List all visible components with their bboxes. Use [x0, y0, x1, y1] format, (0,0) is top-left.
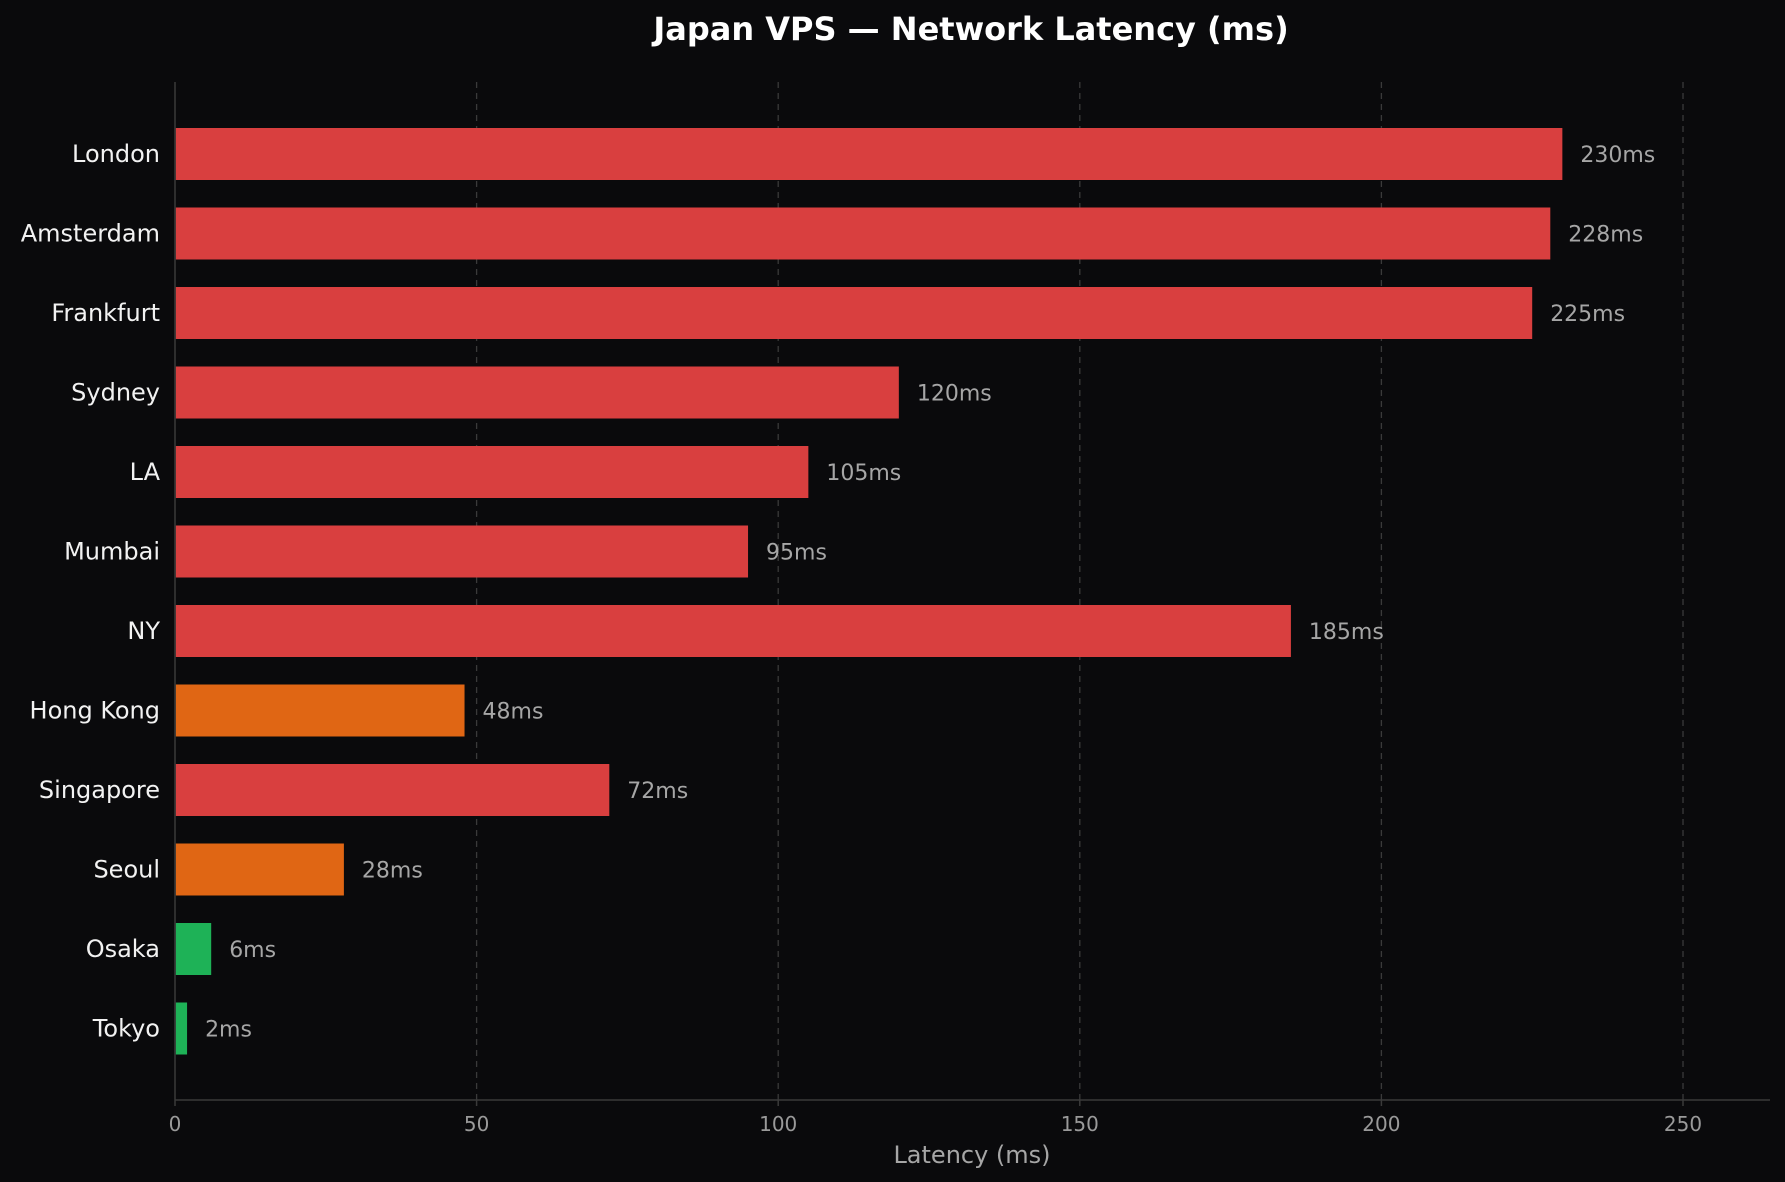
category-label: Amsterdam: [21, 220, 160, 248]
category-label: LA: [130, 458, 161, 486]
x-tick-label: 150: [1061, 1112, 1099, 1136]
category-label: NY: [127, 617, 160, 645]
value-label: 120ms: [917, 382, 992, 407]
value-label: 28ms: [362, 859, 423, 884]
category-label: Sydney: [71, 379, 160, 407]
category-label: Seoul: [93, 856, 160, 884]
value-label: 48ms: [483, 700, 544, 725]
bar-amsterdam: [175, 207, 1551, 260]
chart-title: Japan VPS — Network Latency (ms): [651, 10, 1288, 48]
bar-sydney: [175, 366, 899, 419]
bar-seoul: [175, 843, 344, 896]
value-label: 2ms: [205, 1018, 252, 1043]
value-label: 95ms: [766, 541, 827, 566]
labels-layer: London 230ms Amsterdam 228ms Frankfurt 225ms S…: [21, 140, 1656, 1043]
bar-hong-kong: [175, 684, 465, 737]
bar-singapore: [175, 764, 610, 816]
x-tick-label: 200: [1362, 1112, 1400, 1136]
category-label: Hong Kong: [30, 697, 160, 725]
x-tick-label: 50: [464, 1112, 489, 1136]
bars-layer: [175, 128, 1563, 1055]
x-axis-title: Latency (ms): [893, 1141, 1050, 1169]
axes-layer: 0 50 100 150 200 250: [169, 82, 1770, 1136]
bar-osaka: [175, 923, 212, 975]
value-label: 228ms: [1568, 223, 1643, 248]
x-tick-label: 100: [759, 1112, 797, 1136]
bar-ny: [175, 605, 1291, 657]
value-label: 72ms: [627, 779, 688, 804]
bar-frankfurt: [175, 287, 1533, 339]
value-label: 6ms: [229, 938, 276, 963]
value-label: 105ms: [826, 461, 901, 486]
value-label: 230ms: [1580, 143, 1655, 168]
category-label: Osaka: [86, 935, 160, 963]
value-label: 225ms: [1550, 302, 1625, 327]
x-tick-label: 0: [169, 1112, 182, 1136]
bar-london: [175, 128, 1563, 180]
category-label: Mumbai: [64, 538, 160, 566]
x-tick-label: 250: [1664, 1112, 1702, 1136]
bar-tokyo: [175, 1002, 188, 1055]
category-label: London: [72, 140, 160, 168]
bar-la: [175, 446, 809, 498]
category-label: Tokyo: [92, 1015, 160, 1043]
bar-mumbai: [175, 525, 749, 578]
category-label: Singapore: [39, 776, 160, 804]
category-label: Frankfurt: [51, 299, 160, 327]
value-label: 185ms: [1309, 620, 1384, 645]
